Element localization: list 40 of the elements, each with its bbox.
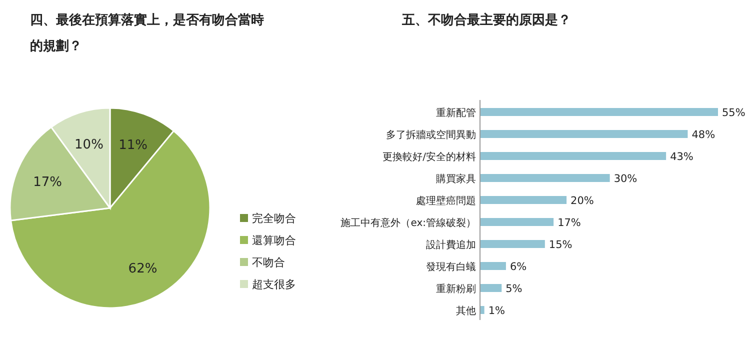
legend-label: 完全吻合	[252, 212, 296, 225]
y-tick-label: 多了拆牆或空間異動	[386, 129, 476, 141]
data-label: 1%	[488, 305, 506, 317]
y-tick-label: 購買家具	[436, 173, 476, 185]
data-label: 10%	[74, 137, 104, 152]
bar	[480, 196, 567, 204]
data-label: 6%	[510, 261, 527, 273]
data-label: 55%	[722, 107, 746, 119]
data-label: 15%	[548, 239, 572, 251]
data-label: 62%	[128, 262, 158, 277]
data-label: 30%	[614, 173, 638, 185]
legend-label: 不吻合	[252, 256, 285, 269]
data-label: 17%	[33, 174, 62, 190]
bar	[480, 174, 610, 182]
data-label: 20%	[570, 195, 594, 207]
data-label: 48%	[692, 129, 716, 141]
bar	[480, 284, 502, 292]
bar	[480, 152, 666, 160]
bar	[480, 108, 718, 116]
bar	[480, 240, 545, 248]
legend-label: 還算吻合	[252, 234, 296, 247]
data-label: 17%	[558, 217, 581, 229]
chart-title: 四、最後在預算落實上，是否有吻合當時的規劃？	[30, 12, 265, 56]
legend-label: 超支很多	[252, 278, 296, 291]
y-tick-label: 重新粉刷	[436, 283, 476, 295]
data-label: 5%	[506, 283, 522, 295]
y-tick-label: 發現有白蟻	[426, 261, 476, 273]
y-tick-label: 重新配管	[436, 107, 476, 119]
y-tick-label: 其他	[456, 305, 476, 317]
y-tick-label: 設計費追加	[426, 239, 476, 251]
y-tick-label: 更換較好/安全的材料	[382, 151, 476, 163]
chart-title: 五、不吻合最主要的原因是？	[402, 12, 572, 30]
y-tick-label: 施工中有意外（ex:管線破裂）	[340, 217, 476, 229]
bar	[480, 262, 506, 270]
bar	[480, 218, 554, 226]
bar	[480, 130, 688, 138]
y-tick-label: 處理壁癌問題	[416, 195, 476, 207]
data-label: 43%	[670, 151, 694, 163]
bar	[480, 306, 484, 314]
data-label: 11%	[118, 138, 148, 154]
